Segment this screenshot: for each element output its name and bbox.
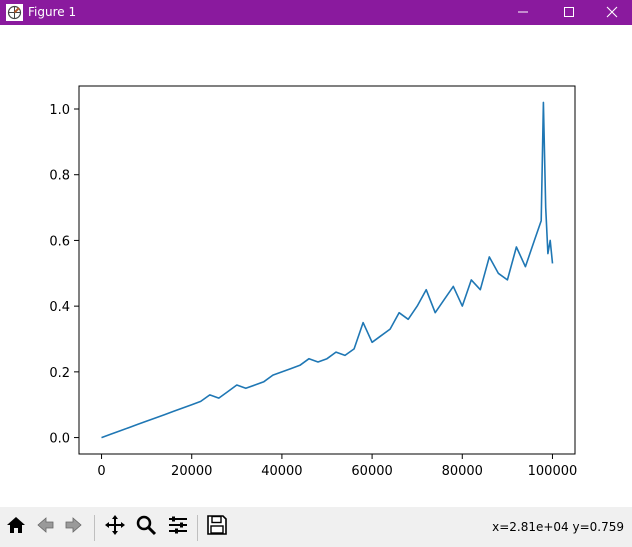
y-tick-label: 0.6 (49, 234, 70, 249)
x-tick-label: 20000 (171, 464, 212, 479)
y-tick-label: 0.4 (49, 300, 70, 315)
pan-icon (104, 514, 126, 540)
pan-button[interactable] (101, 513, 129, 541)
window-title: Figure 1 (28, 5, 77, 19)
x-axis: 0 20000 40000 60000 80000 100000 (97, 454, 577, 479)
forward-arrow-icon (63, 515, 85, 539)
app-logo-icon (6, 4, 23, 21)
x-tick-label: 80000 (442, 464, 483, 479)
maximize-button[interactable] (546, 0, 592, 25)
title-bar: Figure 1 (0, 0, 632, 25)
save-icon (206, 514, 228, 540)
x-tick-label: 100000 (528, 464, 578, 479)
y-axis: 0.0 0.2 0.4 0.6 0.8 1.0 (49, 103, 79, 447)
x-tick-label: 0 (97, 464, 105, 479)
toolbar-separator (197, 515, 198, 541)
configure-subplots-button[interactable] (164, 513, 192, 541)
y-tick-label: 0.0 (49, 432, 70, 447)
back-button[interactable] (31, 513, 59, 541)
y-tick-label: 0.2 (49, 366, 70, 381)
forward-button[interactable] (60, 513, 88, 541)
home-icon (5, 515, 27, 539)
toolbar-separator (94, 515, 95, 541)
x-tick-label: 60000 (351, 464, 392, 479)
close-button[interactable] (592, 0, 632, 25)
x-tick-label: 40000 (261, 464, 302, 479)
back-arrow-icon (34, 515, 56, 539)
zoom-button[interactable] (132, 513, 160, 541)
configure-subplots-icon (167, 514, 189, 540)
series-line (101, 101, 554, 439)
figure-canvas[interactable]: 0 20000 40000 60000 80000 100000 0.0 0.2 0.4 0.6… (0, 25, 632, 507)
save-button[interactable] (203, 513, 231, 541)
y-tick-label: 0.8 (49, 169, 70, 184)
cursor-coordinates: x=2.81e+04 y=0.759 (492, 520, 624, 534)
home-button[interactable] (2, 513, 30, 541)
minimize-icon (517, 3, 529, 22)
plot-area (78, 85, 576, 455)
y-tick-label: 1.0 (49, 103, 70, 118)
maximize-icon (563, 3, 575, 22)
zoom-icon (135, 514, 157, 540)
close-icon (606, 3, 618, 22)
chart: 0 20000 40000 60000 80000 100000 0.0 0.2 0.4 0.6… (49, 85, 577, 479)
minimize-button[interactable] (500, 0, 546, 25)
navigation-toolbar: x=2.81e+04 y=0.759 (0, 507, 632, 547)
